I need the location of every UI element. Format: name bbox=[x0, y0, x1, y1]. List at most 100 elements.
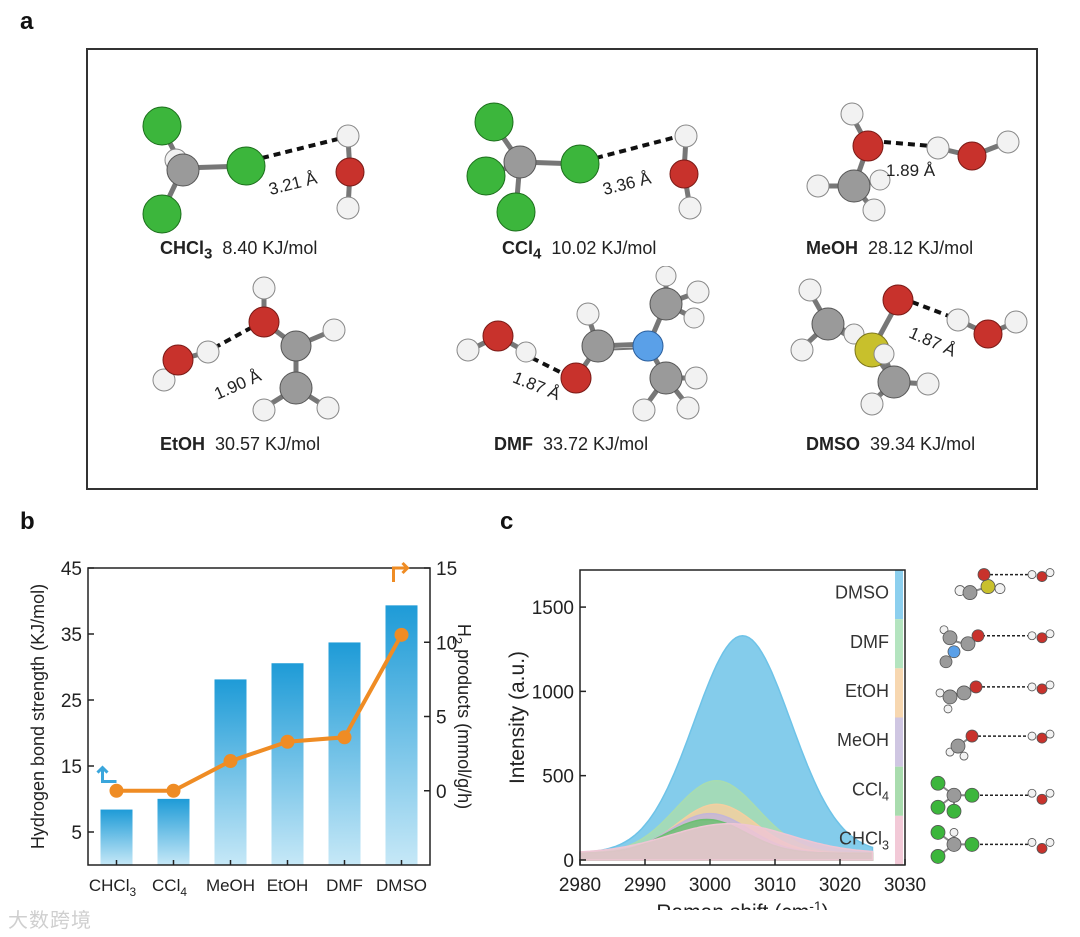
y-tick-label: 500 bbox=[542, 767, 574, 788]
hydrogen-icon bbox=[1045, 729, 1055, 739]
y-tick-label: 1500 bbox=[532, 598, 574, 619]
y-tick-label: 45 bbox=[61, 559, 82, 580]
hydrogen-icon bbox=[949, 828, 959, 837]
molecule-panel: 3.21 Å CHCl3 8.40 KJ/mol 3.36 Å CCl4 10.… bbox=[86, 48, 1038, 490]
chlorine-icon bbox=[930, 825, 946, 840]
x-tick-label: 2990 bbox=[624, 875, 666, 896]
y-tick-label: 1000 bbox=[532, 682, 574, 703]
y-axis-label: Intensity (a.u.) bbox=[506, 651, 529, 784]
y-tick-label: 35 bbox=[61, 625, 82, 646]
x-tick-label: 2980 bbox=[559, 875, 601, 896]
meoh-distance: 1.89 Å bbox=[886, 161, 936, 180]
x-tick-label: 3000 bbox=[689, 875, 731, 896]
chlorine-icon bbox=[930, 849, 946, 864]
oxygen-icon bbox=[1036, 632, 1048, 644]
bar-dmso bbox=[385, 605, 418, 865]
x-tick-label: 3030 bbox=[884, 875, 926, 896]
ccl4-distance: 3.36 Å bbox=[601, 168, 654, 198]
x-tick-label: CCl4 bbox=[152, 876, 187, 899]
oxygen-icon bbox=[965, 729, 979, 743]
meoh-hbond-structure: 1.89 Å bbox=[806, 102, 1020, 222]
carbon-icon bbox=[962, 585, 978, 600]
y-axis-label: Hydrogen bond strength (KJ/mol) bbox=[28, 584, 48, 849]
bar-ccl4 bbox=[157, 798, 190, 865]
left-axis-arrow-icon bbox=[101, 767, 117, 784]
legend-label: CHCl3 bbox=[839, 828, 889, 852]
oxygen-icon bbox=[1036, 683, 1048, 695]
carbon-icon bbox=[960, 636, 976, 652]
meoh-name: MeOH bbox=[806, 238, 859, 258]
etoh-caption: EtOH 30.57 KJ/mol bbox=[160, 434, 320, 455]
y-tick-label: 15 bbox=[61, 757, 82, 778]
h2-point-ccl4 bbox=[166, 783, 181, 798]
carbon-icon bbox=[946, 837, 962, 852]
bar-etoh bbox=[271, 663, 304, 865]
chart-b-frame bbox=[87, 567, 431, 866]
carbon-icon bbox=[956, 685, 972, 701]
legend-label: EtOH bbox=[845, 681, 889, 701]
chlorine-icon bbox=[964, 837, 980, 852]
panel-label-b: b bbox=[20, 508, 35, 535]
dmf-hbond-structure: 1.87 Å bbox=[456, 266, 710, 422]
etoh-energy: 30.57 KJ/mol bbox=[215, 434, 321, 454]
chcl3-caption: CHCl3 8.40 KJ/mol bbox=[160, 238, 317, 263]
x-tick-label: CHCl3 bbox=[89, 876, 137, 899]
x-tick-label: 3010 bbox=[754, 875, 796, 896]
bar-meoh bbox=[214, 679, 247, 865]
hydrogen-icon bbox=[959, 751, 969, 761]
legend-swatch-meoh bbox=[895, 717, 903, 767]
oxygen-icon bbox=[969, 680, 983, 694]
sulfur-icon bbox=[980, 579, 996, 594]
legend-swatch-dmso bbox=[895, 570, 903, 620]
hydrogen-icon bbox=[1045, 788, 1055, 798]
etoh-distance: 1.90 Å bbox=[211, 366, 264, 404]
carbon-icon bbox=[939, 655, 953, 669]
dmso-hbond-structure: 1.87 Å bbox=[790, 278, 1028, 416]
y-tick-label: 25 bbox=[61, 691, 82, 712]
hydrogen-icon bbox=[1027, 838, 1037, 847]
x-tick-label: DMSO bbox=[376, 876, 427, 895]
legend-label: CCl4 bbox=[852, 779, 889, 803]
legend-swatch-etoh bbox=[895, 668, 903, 718]
bar-chcl3 bbox=[100, 809, 133, 865]
panel-label-c: c bbox=[500, 508, 514, 535]
y2-tick-label: 5 bbox=[436, 708, 447, 729]
hydrogen-icon bbox=[994, 583, 1006, 594]
ccl4-hbond-structure: 3.36 Å bbox=[466, 102, 702, 232]
y2-tick-label: 15 bbox=[436, 559, 457, 580]
oxygen-icon bbox=[1036, 571, 1048, 582]
hydrogen-icon bbox=[943, 704, 953, 714]
carbon-icon bbox=[950, 738, 966, 754]
hydrogen-icon bbox=[1045, 838, 1055, 847]
dmso-energy: 39.34 KJ/mol bbox=[870, 434, 976, 454]
meoh-caption: MeOH 28.12 KJ/mol bbox=[806, 238, 973, 259]
oxygen-icon bbox=[971, 629, 985, 643]
bar-dmf bbox=[328, 642, 361, 865]
ccl4-energy: 10.02 KJ/mol bbox=[551, 238, 657, 258]
carbon-icon bbox=[942, 630, 958, 646]
x-tick-label: MeOH bbox=[206, 876, 255, 895]
hydrogen-icon bbox=[1045, 680, 1055, 690]
chcl3-name: CHCl bbox=[160, 238, 204, 258]
panel-label-a: a bbox=[20, 8, 34, 35]
carbon-icon bbox=[946, 787, 962, 803]
h2-point-dmf bbox=[337, 730, 352, 745]
y-tick-label: 5 bbox=[71, 823, 82, 844]
etoh-name: EtOH bbox=[160, 434, 205, 454]
chcl3-energy: 8.40 KJ/mol bbox=[222, 238, 318, 258]
chlorine-icon bbox=[930, 775, 946, 791]
dmf-name: DMF bbox=[494, 434, 533, 454]
chcl3-sub: 3 bbox=[204, 245, 213, 263]
y2-tick-label: 10 bbox=[436, 633, 457, 654]
y2-axis-label: H2 products (mmol/g/h) bbox=[450, 624, 474, 809]
dmf-energy: 33.72 KJ/mol bbox=[543, 434, 649, 454]
oxygen-icon bbox=[1036, 732, 1048, 744]
oxygen-icon bbox=[977, 568, 991, 581]
x-tick-label: 3020 bbox=[819, 875, 861, 896]
dmf-distance: 1.87 Å bbox=[510, 368, 563, 404]
nitrogen-icon bbox=[947, 645, 961, 659]
watermark: 大数跨境 bbox=[8, 910, 92, 932]
hydrogen-icon bbox=[1027, 682, 1037, 692]
x-tick-label: DMF bbox=[326, 876, 363, 895]
spectrum-dmso bbox=[579, 634, 874, 861]
